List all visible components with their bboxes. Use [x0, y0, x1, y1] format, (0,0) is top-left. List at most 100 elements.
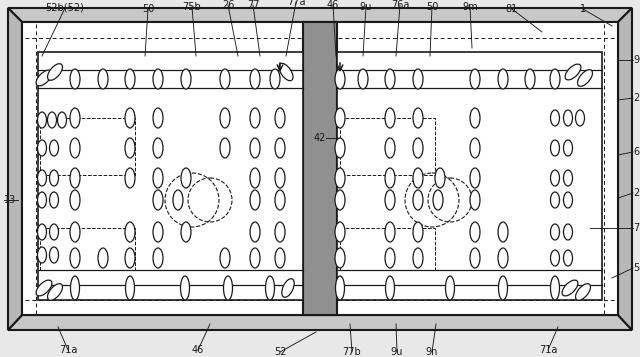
Ellipse shape [385, 168, 395, 188]
Ellipse shape [250, 138, 260, 158]
Ellipse shape [575, 110, 584, 126]
Ellipse shape [335, 248, 345, 268]
Ellipse shape [470, 190, 480, 210]
Polygon shape [8, 315, 632, 330]
Text: 42: 42 [314, 133, 326, 143]
Ellipse shape [70, 69, 80, 89]
Ellipse shape [413, 108, 423, 128]
Ellipse shape [335, 222, 345, 242]
Ellipse shape [125, 138, 135, 158]
Ellipse shape [49, 247, 58, 263]
Text: 52b(52): 52b(52) [45, 3, 84, 13]
Text: 50: 50 [426, 2, 438, 12]
Ellipse shape [153, 222, 163, 242]
Ellipse shape [153, 138, 163, 158]
Ellipse shape [470, 222, 480, 242]
Text: 1: 1 [580, 4, 586, 14]
Ellipse shape [125, 168, 135, 188]
Ellipse shape [498, 69, 508, 89]
Ellipse shape [70, 168, 80, 188]
Text: 77b: 77b [342, 347, 362, 357]
Ellipse shape [575, 284, 591, 300]
Ellipse shape [358, 69, 368, 89]
Ellipse shape [49, 170, 58, 186]
Ellipse shape [563, 140, 573, 156]
Ellipse shape [266, 276, 275, 300]
Text: 13: 13 [4, 195, 16, 205]
Ellipse shape [385, 69, 395, 89]
Ellipse shape [470, 69, 480, 89]
Ellipse shape [550, 276, 559, 300]
Ellipse shape [38, 224, 47, 240]
Ellipse shape [550, 250, 559, 266]
Bar [40, 228, 135, 270]
Bar [22, 22, 618, 315]
Ellipse shape [98, 69, 108, 89]
Ellipse shape [563, 224, 573, 240]
Ellipse shape [49, 224, 58, 240]
Ellipse shape [220, 69, 230, 89]
Bar [340, 118, 435, 175]
Ellipse shape [270, 69, 280, 89]
Ellipse shape [70, 138, 80, 158]
Ellipse shape [335, 168, 345, 188]
Text: 21: 21 [633, 93, 640, 103]
Ellipse shape [38, 170, 47, 186]
Ellipse shape [153, 69, 163, 89]
Ellipse shape [250, 222, 260, 242]
Ellipse shape [223, 276, 232, 300]
Text: 9u: 9u [360, 2, 372, 12]
Ellipse shape [220, 248, 230, 268]
Ellipse shape [180, 276, 189, 300]
Ellipse shape [385, 276, 394, 300]
Bar [40, 118, 135, 175]
Ellipse shape [525, 69, 535, 89]
Ellipse shape [153, 108, 163, 128]
Ellipse shape [563, 192, 573, 208]
Ellipse shape [250, 248, 260, 268]
Ellipse shape [125, 222, 135, 242]
Ellipse shape [250, 108, 260, 128]
Ellipse shape [562, 280, 578, 296]
Ellipse shape [335, 69, 345, 89]
Ellipse shape [125, 69, 135, 89]
Ellipse shape [413, 190, 423, 210]
Ellipse shape [49, 192, 58, 208]
Text: 81: 81 [506, 4, 518, 14]
Ellipse shape [550, 140, 559, 156]
Ellipse shape [279, 63, 293, 81]
Ellipse shape [470, 108, 480, 128]
Text: 52: 52 [274, 347, 286, 357]
Ellipse shape [220, 138, 230, 158]
Ellipse shape [275, 168, 285, 188]
Ellipse shape [70, 108, 80, 128]
Ellipse shape [36, 70, 52, 86]
Ellipse shape [250, 69, 260, 89]
Bar [340, 228, 435, 270]
Ellipse shape [470, 168, 480, 188]
Ellipse shape [125, 248, 135, 268]
Text: 46: 46 [192, 345, 204, 355]
Ellipse shape [70, 222, 80, 242]
Ellipse shape [70, 248, 80, 268]
Text: 52a(52): 52a(52) [633, 263, 640, 273]
Ellipse shape [335, 108, 345, 128]
Ellipse shape [153, 168, 163, 188]
Ellipse shape [173, 190, 183, 210]
Text: 50: 50 [142, 4, 154, 14]
Text: 71a: 71a [59, 345, 77, 355]
Text: 9n: 9n [426, 347, 438, 357]
Text: 46: 46 [327, 0, 339, 10]
Ellipse shape [385, 222, 395, 242]
Ellipse shape [550, 110, 559, 126]
Ellipse shape [250, 168, 260, 188]
Ellipse shape [250, 190, 260, 210]
Text: 25: 25 [633, 188, 640, 198]
Ellipse shape [47, 284, 63, 300]
Ellipse shape [98, 248, 108, 268]
Text: 71a: 71a [539, 345, 557, 355]
Ellipse shape [385, 138, 395, 158]
Text: 9m: 9m [462, 2, 478, 12]
Text: 26: 26 [222, 0, 234, 10]
Ellipse shape [181, 222, 191, 242]
